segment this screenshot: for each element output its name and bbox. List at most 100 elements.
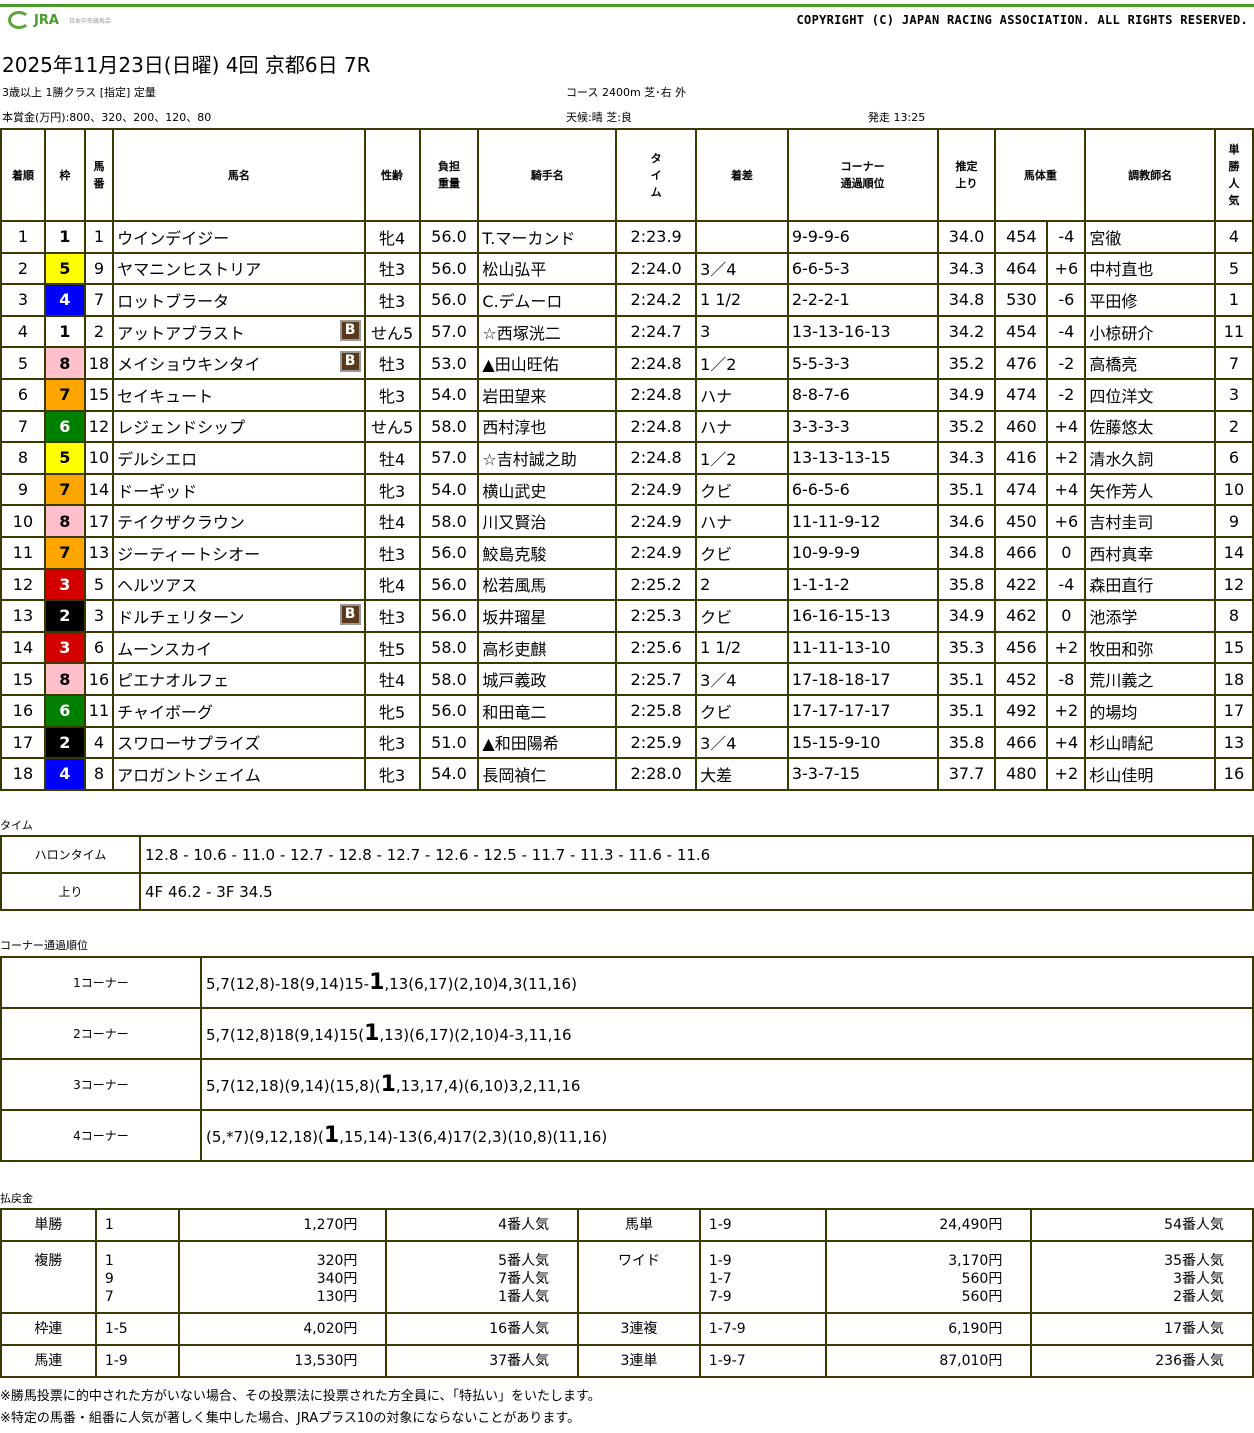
trainer-name[interactable]: 池添学 (1084, 599, 1216, 633)
trainer-name[interactable]: 矢作芳人 (1084, 472, 1216, 507)
sex-age: 牡3 (363, 283, 421, 317)
jockey-name[interactable]: 城戸義政 (477, 662, 618, 696)
horse-name-link[interactable]: ロットブラータ (117, 291, 230, 311)
horse-name-link[interactable]: チャイボーグ (117, 702, 213, 722)
sex-age: 牝3 (363, 472, 421, 507)
jockey-name[interactable]: 和田竜二 (477, 693, 618, 728)
jockey-name[interactable]: 松若風馬 (477, 567, 618, 602)
popularity: 5 (1213, 251, 1254, 286)
bet-numbers: 1-9 1-7 7-9 (698, 1240, 827, 1314)
horse-name-link[interactable]: デルシエロ (117, 449, 198, 469)
horse-name-link[interactable]: ピエナオルフェ (117, 671, 230, 691)
horse-name[interactable]: メイショウキンタイ B (112, 346, 366, 380)
horse-name-link[interactable]: ドルチェリターン (117, 607, 245, 627)
lap-row: 上り 4F 46.2 - 3F 34.5 (0, 872, 1254, 911)
lap-value: 12.8 - 10.6 - 11.0 - 12.7 - 12.8 - 12.7 … (139, 835, 1254, 874)
jockey-name[interactable]: ☆吉村誠之助 (477, 441, 618, 475)
horse-name-link[interactable]: ドーギッド (117, 481, 198, 501)
horse-name-link[interactable]: ジーティートシオー (117, 544, 261, 564)
jra-logo[interactable]: JRA 日本中央競馬会 (8, 11, 111, 29)
horse-name-link[interactable]: テイクザクラウン (117, 513, 245, 533)
finish-time: 2:23.9 (615, 220, 698, 254)
trainer-name[interactable]: 宮徹 (1084, 220, 1216, 254)
horse-name-link[interactable]: メイショウキンタイ (117, 355, 261, 375)
trainer-name[interactable]: 小椋研介 (1084, 314, 1216, 349)
jockey-name[interactable]: 西村淳也 (477, 409, 618, 444)
bet-numbers-line: 1-7-9 (708, 1321, 746, 1337)
weight-carried: 54.0 (418, 377, 480, 412)
margin (695, 220, 789, 254)
horse-name[interactable]: ピエナオルフェ (112, 662, 366, 696)
horse-name[interactable]: ヘルツアス (112, 567, 366, 602)
finish-position: 1 (0, 220, 46, 254)
horse-name[interactable]: チャイボーグ (112, 693, 366, 728)
horse-name[interactable]: アットアブラスト B (112, 314, 366, 349)
jockey-name[interactable]: 高杉吏麒 (477, 630, 618, 665)
horse-name[interactable]: スワローサプライズ (112, 725, 366, 760)
jockey-name[interactable]: 岩田望来 (477, 377, 618, 412)
trainer-name[interactable]: 杉山佳明 (1084, 757, 1216, 791)
bet-popularity: 16番人気 (385, 1312, 580, 1346)
trainer-name[interactable]: 清水久詞 (1084, 441, 1216, 475)
jockey-name[interactable]: 川又賢治 (477, 504, 618, 538)
jockey-name[interactable]: ▲田山旺佑 (477, 346, 618, 380)
jockey-name[interactable]: 坂井瑠星 (477, 599, 618, 633)
horse-name[interactable]: アロガントシェイム (112, 757, 366, 791)
trainer-name[interactable]: 四位洋文 (1084, 377, 1216, 412)
jockey-name[interactable]: 松山弘平 (477, 251, 618, 286)
horse-name[interactable]: セイキュート (112, 377, 366, 412)
trainer-name[interactable]: 佐藤悠太 (1084, 409, 1216, 444)
trainer-name[interactable]: 杉山晴紀 (1084, 725, 1216, 760)
jockey-name[interactable]: 横山武史 (477, 472, 618, 507)
weight-carried: 53.0 (418, 346, 480, 380)
jockey-name[interactable]: 長岡禎仁 (477, 757, 618, 791)
weight-change: +2 (1046, 441, 1087, 475)
corner-row: 1コーナー 5,7(12,8)-18(9,14)15-1,13(6,17)(2,1… (0, 956, 1254, 1009)
horse-name[interactable]: ドーギッド (112, 472, 366, 507)
jockey-name[interactable]: 鮫島克駿 (477, 535, 618, 570)
horse-name-link[interactable]: ウインデイジー (117, 228, 230, 248)
last-3f: 35.1 (936, 662, 997, 696)
frame-number: 8 (43, 346, 86, 380)
copyright: COPYRIGHT (C) JAPAN RACING ASSOCIATION. … (796, 13, 1248, 27)
horse-name[interactable]: ムーンスカイ (112, 630, 366, 665)
jockey-name[interactable]: ▲和田陽希 (477, 725, 618, 760)
weight-carried: 56.0 (418, 251, 480, 286)
horse-name[interactable]: ウインデイジー (112, 220, 366, 254)
horse-name-link[interactable]: ヤマニンヒストリア (117, 260, 262, 280)
trainer-name[interactable]: 荒川義之 (1084, 662, 1216, 696)
horse-name-link[interactable]: スワローサプライズ (117, 734, 261, 754)
jockey-name[interactable]: C.デムーロ (477, 283, 618, 317)
jockey-name[interactable]: T.マーカンド (477, 220, 618, 254)
horse-name[interactable]: ロットブラータ (112, 283, 366, 317)
horse-name-link[interactable]: アロガントシェイム (117, 765, 261, 785)
horse-name[interactable]: テイクザクラウン (112, 504, 366, 538)
body-weight: 456 (994, 630, 1049, 665)
margin: ハナ (695, 504, 789, 538)
trainer-name[interactable]: 平田修 (1084, 283, 1216, 317)
horse-name[interactable]: レジェンドシップ (112, 409, 366, 444)
trainer-name[interactable]: 的場均 (1084, 693, 1216, 728)
weight-change: -4 (1046, 314, 1087, 349)
trainer-name[interactable]: 高橋亮 (1084, 346, 1216, 380)
trainer-name[interactable]: 牧田和弥 (1084, 630, 1216, 665)
horse-name[interactable]: ドルチェリターン B (112, 599, 366, 633)
popularity: 7 (1213, 346, 1254, 380)
horse-name-link[interactable]: アットアブラスト (117, 323, 245, 343)
horse-name-link[interactable]: レジェンドシップ (117, 418, 246, 438)
lap-value: 4F 46.2 - 3F 34.5 (139, 872, 1254, 911)
horse-name[interactable]: デルシエロ (112, 441, 366, 475)
horse-name[interactable]: ジーティートシオー (112, 535, 366, 570)
trainer-name[interactable]: 森田直行 (1084, 567, 1216, 602)
jockey-name[interactable]: ☆西塚洸二 (477, 314, 618, 349)
horse-name-link[interactable]: セイキュート (117, 386, 214, 406)
horse-name[interactable]: ヤマニンヒストリア (112, 251, 366, 286)
lap-label: ハロンタイム (0, 835, 141, 874)
trainer-name[interactable]: 中村直也 (1084, 251, 1216, 286)
bet-popularity: 5番人気 7番人気 1番人気 (385, 1240, 580, 1314)
horse-name-link[interactable]: ヘルツアス (117, 576, 198, 596)
trainer-name[interactable]: 西村真幸 (1084, 535, 1216, 570)
result-row: 10 8 17 テイクザクラウン 牡4 58.0 川又賢治 2:24.9 ハナ 11-11-9-1… (0, 504, 1254, 538)
trainer-name[interactable]: 吉村圭司 (1084, 504, 1216, 538)
horse-name-link[interactable]: ムーンスカイ (117, 639, 213, 659)
